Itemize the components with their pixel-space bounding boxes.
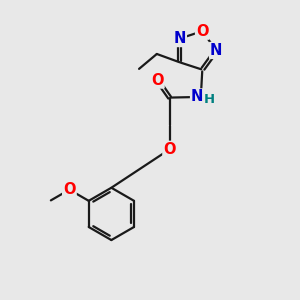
- Text: H: H: [204, 93, 215, 106]
- Text: N: N: [191, 89, 203, 104]
- Text: O: O: [196, 24, 208, 39]
- Text: O: O: [63, 182, 76, 197]
- Text: N: N: [210, 43, 223, 58]
- Text: O: O: [164, 142, 176, 157]
- Text: O: O: [151, 73, 164, 88]
- Text: N: N: [173, 31, 186, 46]
